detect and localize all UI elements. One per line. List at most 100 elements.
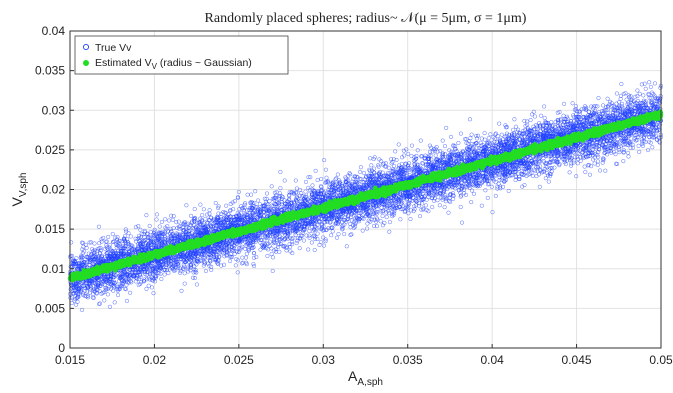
data-point <box>112 300 117 305</box>
data-point <box>199 259 204 264</box>
data-point <box>640 142 645 147</box>
data-point <box>309 240 314 245</box>
data-point <box>80 307 85 312</box>
data-point <box>144 286 149 291</box>
data-point <box>459 220 465 225</box>
data-point <box>474 136 480 141</box>
data-point <box>182 264 187 269</box>
data-point <box>179 288 184 293</box>
data-point <box>166 271 171 276</box>
data-point <box>628 139 633 144</box>
data-point <box>595 159 601 164</box>
data-point <box>78 255 83 260</box>
data-point <box>297 246 302 251</box>
data-point <box>289 239 295 244</box>
data-point <box>318 188 324 193</box>
data-point <box>133 225 138 230</box>
data-point <box>482 131 487 136</box>
data-point <box>577 111 582 116</box>
data-point <box>301 238 306 243</box>
data-point <box>589 164 594 169</box>
data-point <box>432 148 437 153</box>
data-point <box>423 203 428 208</box>
data-point <box>236 189 241 195</box>
data-point <box>393 149 398 154</box>
data-point <box>596 149 601 155</box>
data-point <box>603 168 608 173</box>
data-point <box>409 143 415 148</box>
data-point <box>229 254 234 260</box>
data-point <box>149 285 155 290</box>
data-point <box>545 171 550 176</box>
data-point <box>354 174 359 179</box>
data-point <box>329 233 334 238</box>
data-point <box>342 231 347 237</box>
data-point <box>596 96 601 101</box>
data-point <box>636 143 641 148</box>
data-point <box>418 214 423 219</box>
data-point <box>207 208 212 213</box>
data-point <box>605 96 610 101</box>
data-point <box>307 233 312 238</box>
data-point <box>245 192 250 197</box>
data-point <box>614 91 619 96</box>
data-point <box>352 174 357 179</box>
data-point <box>146 283 151 288</box>
data-point <box>113 235 118 240</box>
data-point <box>573 104 578 109</box>
data-point <box>535 165 541 170</box>
data-point <box>543 176 548 181</box>
data-point <box>244 251 249 256</box>
data-point <box>400 200 405 205</box>
data-point <box>348 225 353 230</box>
data-point <box>315 231 320 236</box>
data-point <box>293 178 298 183</box>
data-point <box>205 212 210 217</box>
data-point <box>380 214 385 219</box>
data-point <box>652 81 657 86</box>
data-point <box>128 234 133 239</box>
data-point <box>112 239 117 244</box>
data-point <box>640 143 646 148</box>
data-point <box>228 259 233 264</box>
data-point <box>213 200 218 206</box>
data-point <box>347 171 352 176</box>
data-point <box>600 160 605 165</box>
data-point <box>358 169 363 174</box>
data-point <box>398 217 403 222</box>
data-point <box>583 169 588 175</box>
data-point <box>96 224 101 229</box>
data-point <box>447 153 452 158</box>
data-point <box>182 281 187 286</box>
data-point <box>386 165 391 170</box>
data-point <box>87 240 92 245</box>
data-point <box>444 125 449 130</box>
data-point <box>643 86 648 91</box>
data-point <box>83 242 88 247</box>
data-point <box>168 226 173 231</box>
data-point <box>278 241 284 247</box>
data-point <box>157 224 162 229</box>
data-point <box>533 164 538 169</box>
data-point <box>203 216 208 221</box>
data-point <box>635 98 641 104</box>
data-point <box>626 154 631 159</box>
data-point <box>469 200 474 205</box>
data-point <box>271 239 276 244</box>
data-point <box>448 199 453 205</box>
data-point <box>475 133 481 138</box>
data-point <box>406 211 411 216</box>
data-point <box>601 156 606 161</box>
data-point <box>385 171 390 176</box>
data-point <box>374 211 379 216</box>
data-point <box>418 138 423 143</box>
data-point <box>409 154 414 159</box>
data-point <box>378 209 383 214</box>
data-point <box>582 164 587 169</box>
data-point <box>528 118 533 123</box>
data-point <box>520 184 525 189</box>
data-point <box>625 150 631 155</box>
data-point <box>270 268 275 273</box>
data-point <box>323 239 328 244</box>
